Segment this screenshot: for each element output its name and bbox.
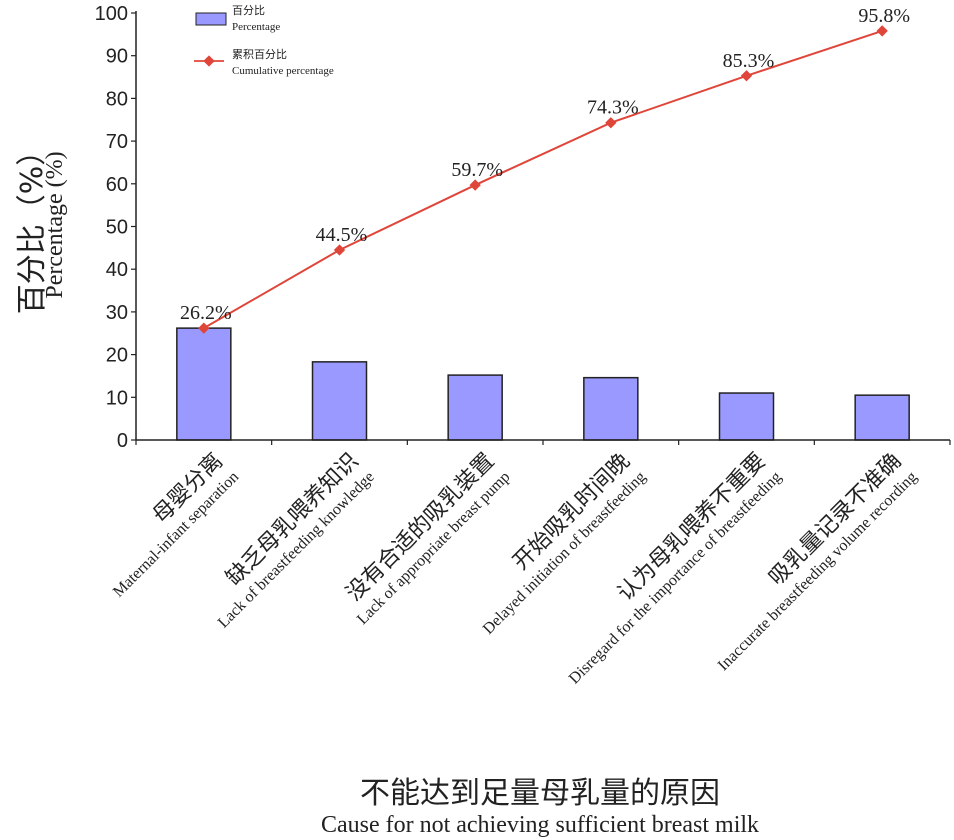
x-category-label-en: Lack of appropriate breast pump (354, 468, 514, 628)
y-axis-title-cn: 百分比（%） (15, 136, 50, 315)
y-tick-label: 40 (106, 259, 128, 281)
y-tick-label: 30 (106, 302, 128, 324)
bar (718, 392, 775, 441)
y-tick-label: 10 (106, 387, 128, 409)
legend-line-label-cn: 累积百分比 (232, 48, 287, 61)
bar (854, 394, 910, 441)
cumulative-data-label: 85.3% (723, 50, 775, 72)
x-axis-title-en: Cause for not achieving sufficient breas… (321, 812, 759, 838)
x-axis-title-cn: 不能达到足量母乳量的原因 (360, 776, 720, 811)
y-tick-label: 50 (106, 217, 128, 239)
y-axis-title-en-group: Percentage (%) (42, 151, 68, 298)
cumulative-data-label: 26.2% (180, 302, 232, 324)
y-tick-label: 90 (106, 46, 128, 68)
cumulative-point (333, 244, 346, 256)
y-tick-label: 80 (106, 88, 128, 110)
bar (583, 376, 639, 441)
cumulative-point (740, 70, 753, 82)
x-category-label-cn: 缺乏母乳喂养知识 (222, 449, 364, 591)
cumulative-data-label: 44.5% (316, 224, 368, 246)
bar (176, 327, 232, 441)
cumulative-data-label: 59.7% (451, 159, 503, 181)
cumulative-data-label: 95.8% (858, 5, 910, 27)
y-axis-title-cn-group: 百分比（%） (15, 136, 50, 315)
y-tick-label: 70 (106, 131, 128, 153)
legend-bar-label-en: Percentage (232, 21, 280, 33)
legend-bar-label-cn: 百分比 (232, 4, 265, 17)
cumulative-point (469, 179, 481, 191)
y-tick-label: 20 (106, 345, 128, 367)
y-axis-title-en: Percentage (%) (42, 151, 68, 298)
legend: 百分比 Percentage 累积百分比 Cumulative percenta… (194, 4, 334, 77)
cumulative-point (198, 322, 210, 334)
bar (311, 361, 368, 441)
legend-line-marker (203, 55, 215, 67)
cumulative-line (203, 29, 883, 329)
y-tick-label: 0 (117, 430, 128, 452)
y-tick-label: 100 (95, 3, 128, 25)
legend-bar-swatch (195, 12, 227, 26)
y-tick-label: 60 (106, 174, 128, 196)
x-category-label-en: Delayed initiation of breastfeeding (480, 468, 649, 637)
legend-line-label-en: Cumulative percentage (232, 65, 334, 77)
cumulative-data-label: 74.3% (587, 97, 639, 119)
cumulative-point (605, 117, 617, 129)
x-category-label-cn: 吸乳量记录不准确 (764, 449, 906, 591)
x-category-label-en: Lack of breastfeeding knowledge (215, 468, 378, 631)
cumulative-point (876, 25, 888, 37)
bar (447, 374, 503, 441)
